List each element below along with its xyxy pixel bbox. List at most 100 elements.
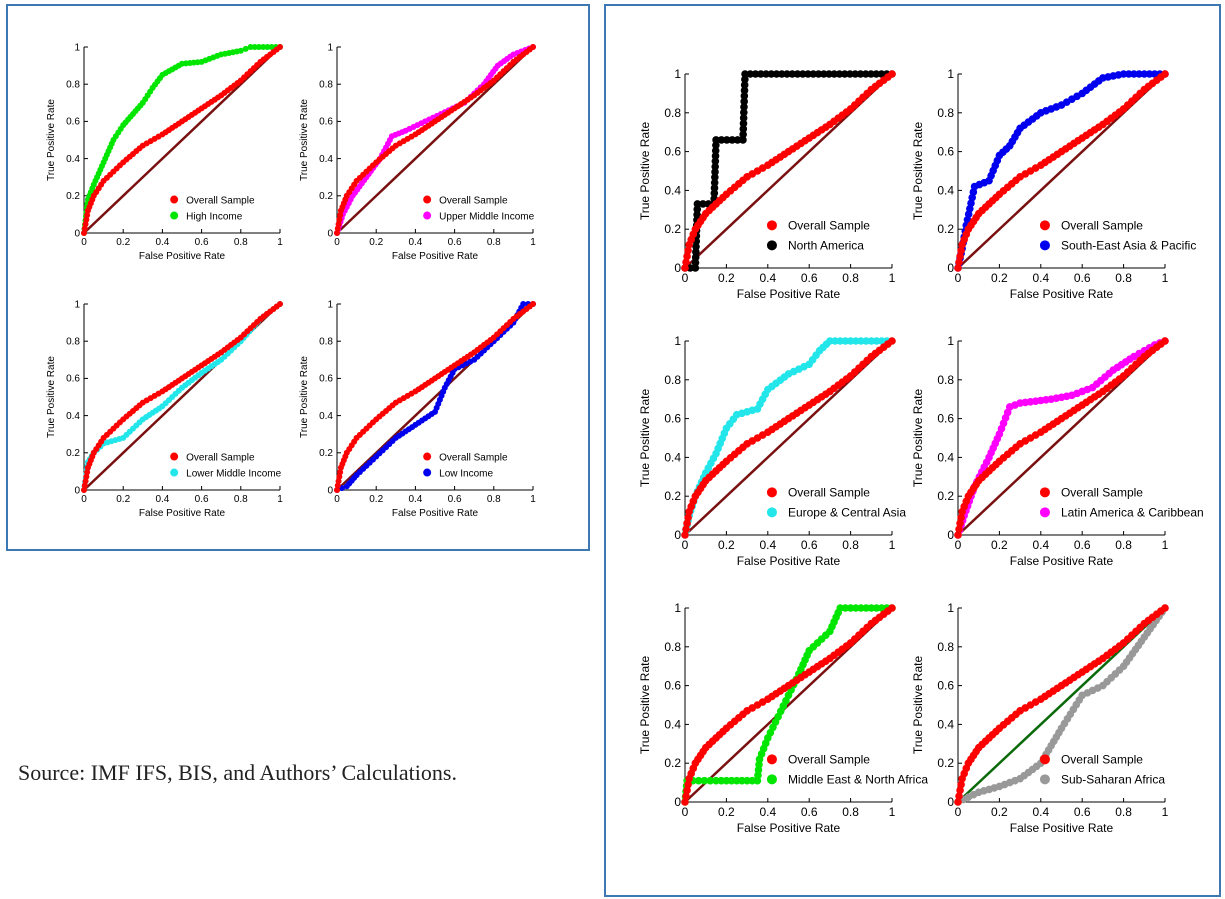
data-point bbox=[957, 780, 965, 789]
y-axis-label: True Positive Rate bbox=[638, 122, 652, 221]
x-tick-label: 1 bbox=[1162, 271, 1169, 285]
data-point bbox=[692, 248, 700, 256]
data-point bbox=[82, 221, 89, 228]
series-upper_middle bbox=[334, 44, 536, 236]
x-tick-label: 0.4 bbox=[408, 237, 422, 248]
x-tick-label: 0.8 bbox=[234, 237, 248, 248]
y-tick-label: 0.6 bbox=[66, 374, 80, 385]
legend-marker bbox=[766, 774, 777, 785]
data-point bbox=[710, 178, 719, 187]
x-tick-label: 0.2 bbox=[718, 805, 735, 819]
chart-high: 0 0.2 0.4 0.6 0.8 1 0 0.2 0.4 0.6 0.8 1 False Positi… bbox=[46, 42, 283, 262]
data-point bbox=[84, 212, 91, 219]
data-point bbox=[861, 70, 870, 78]
data-point bbox=[777, 70, 786, 78]
data-point bbox=[1161, 337, 1169, 345]
data-point bbox=[783, 70, 791, 78]
data-point bbox=[530, 301, 536, 307]
data-point bbox=[81, 487, 87, 493]
legend-marker bbox=[170, 195, 179, 204]
data-point bbox=[81, 230, 87, 236]
data-point bbox=[954, 264, 962, 272]
y-tick-label: 0.8 bbox=[664, 106, 681, 120]
y-tick-label: 0 bbox=[674, 795, 681, 809]
y-tick-label: 0.6 bbox=[319, 374, 333, 385]
diagonal-reference-line bbox=[336, 46, 534, 234]
x-tick-label: 0 bbox=[682, 538, 689, 552]
chart-low: 0 0.2 0.4 0.6 0.8 1 0 0.2 0.4 0.6 0.8 1 False Positi… bbox=[299, 299, 536, 519]
chart-sea: 0 0.2 0.4 0.6 0.8 1 0 0.2 0.4 0.6 0.8 1 False Positi… bbox=[911, 67, 1196, 301]
y-tick-label: 0.8 bbox=[937, 373, 954, 387]
legend-marker bbox=[1039, 220, 1050, 231]
series-north_america bbox=[681, 70, 896, 272]
x-tick-label: 0.6 bbox=[448, 237, 462, 248]
y-tick-label: 0.8 bbox=[319, 337, 333, 348]
x-tick-label: 1 bbox=[889, 805, 896, 819]
data-point bbox=[877, 70, 886, 78]
data-point bbox=[683, 519, 691, 528]
data-point bbox=[772, 70, 781, 78]
data-point bbox=[83, 473, 90, 480]
x-tick-label: 0.2 bbox=[116, 494, 130, 505]
chart-upper_middle: 0 0.2 0.4 0.6 0.8 1 0 0.2 0.4 0.6 0.8 1 False Positi… bbox=[299, 42, 536, 262]
legend-marker bbox=[423, 211, 432, 220]
data-point bbox=[717, 136, 726, 144]
data-point bbox=[956, 519, 964, 528]
x-tick-label: 0 bbox=[682, 271, 689, 285]
data-point bbox=[739, 125, 748, 133]
x-tick-label: 0.2 bbox=[718, 538, 735, 552]
x-tick-label: 1 bbox=[889, 538, 896, 552]
y-axis-label: True Positive Rate bbox=[911, 389, 925, 488]
y-axis-label: True Positive Rate bbox=[911, 122, 925, 221]
x-tick-label: 0.4 bbox=[1032, 538, 1049, 552]
data-point bbox=[856, 70, 865, 78]
data-point bbox=[268, 44, 275, 50]
x-tick-label: 0.6 bbox=[801, 805, 818, 819]
y-tick-label: 0.2 bbox=[937, 222, 954, 236]
y-axis-label: True Positive Rate bbox=[46, 356, 57, 438]
data-point bbox=[706, 776, 715, 785]
x-tick-label: 0 bbox=[955, 271, 962, 285]
x-tick-label: 0.6 bbox=[801, 271, 818, 285]
chart-north_america: 0 0.2 0.4 0.6 0.8 1 0 0.2 0.4 0.6 0.8 1 False Positi… bbox=[638, 67, 896, 301]
y-tick-label: 0.2 bbox=[319, 448, 333, 459]
legend-label: Overall Sample bbox=[788, 752, 870, 766]
x-tick-label: 0.8 bbox=[1115, 271, 1132, 285]
x-tick-label: 0.8 bbox=[487, 237, 501, 248]
legend-label: Overall Sample bbox=[186, 196, 255, 207]
x-tick-label: 0.8 bbox=[842, 538, 859, 552]
data-point bbox=[337, 212, 344, 219]
x-tick-label: 0 bbox=[334, 494, 340, 505]
x-tick-label: 0.6 bbox=[1074, 538, 1091, 552]
data-point bbox=[740, 97, 748, 106]
data-point bbox=[699, 200, 707, 208]
data-point bbox=[334, 225, 341, 232]
legend-marker bbox=[1039, 507, 1050, 518]
x-tick-label: 0.8 bbox=[487, 494, 501, 505]
data-point bbox=[846, 70, 854, 78]
legend-marker bbox=[766, 487, 777, 498]
x-tick-label: 0.4 bbox=[759, 805, 776, 819]
x-axis-label: False Positive Rate bbox=[737, 287, 841, 301]
chart-mena: 0 0.2 0.4 0.6 0.8 1 0 0.2 0.4 0.6 0.8 1 False Positi… bbox=[638, 601, 928, 835]
legend-label: Overall Sample bbox=[1061, 485, 1143, 499]
y-tick-label: 0.2 bbox=[319, 191, 333, 202]
series-overall bbox=[681, 604, 896, 806]
y-axis-label: True Positive Rate bbox=[299, 356, 310, 438]
data-point bbox=[334, 230, 340, 236]
data-point bbox=[335, 221, 342, 228]
x-tick-label: 0.2 bbox=[116, 237, 130, 248]
y-tick-label: 0.8 bbox=[66, 337, 80, 348]
y-tick-label: 0 bbox=[674, 528, 681, 542]
y-tick-label: 0.4 bbox=[937, 183, 954, 197]
data-point bbox=[825, 70, 833, 78]
data-point bbox=[798, 70, 807, 78]
data-point bbox=[888, 337, 896, 345]
legend-label: Low Income bbox=[439, 469, 493, 480]
y-tick-label: 0.6 bbox=[937, 412, 954, 426]
data-point bbox=[682, 792, 690, 800]
y-tick-label: 0.6 bbox=[937, 145, 954, 159]
data-point bbox=[692, 242, 700, 251]
x-tick-label: 0.2 bbox=[718, 271, 735, 285]
data-point bbox=[334, 482, 341, 489]
